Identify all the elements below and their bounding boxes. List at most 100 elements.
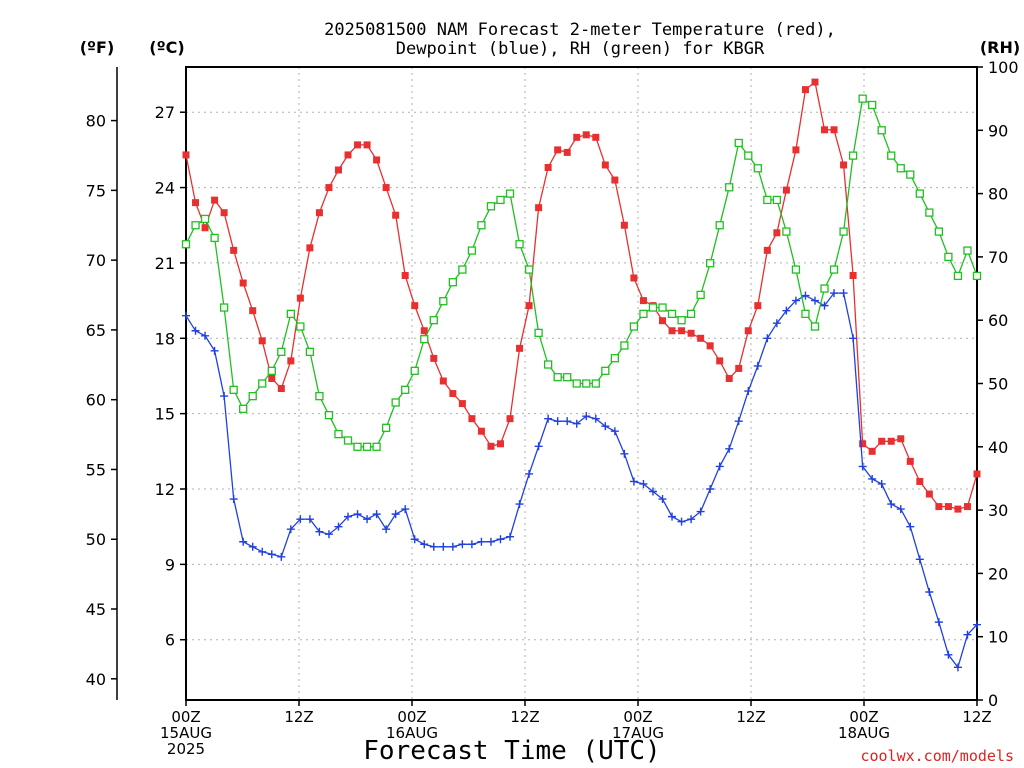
temperature-point	[506, 415, 514, 423]
dewpoint-point	[429, 542, 438, 551]
temperature-point	[659, 317, 667, 325]
dewpoint-point	[687, 515, 696, 524]
temperature-point	[525, 302, 533, 310]
temperature-point	[563, 148, 571, 156]
rh-point	[629, 322, 639, 331]
rh-point	[458, 265, 467, 274]
temperature-point	[716, 357, 724, 365]
chart-title-line-1: 2025081500 NAM Forecast 2-meter Temperat…	[324, 20, 836, 40]
rh-tick-label: 20	[988, 564, 1008, 583]
fahrenheit-axis-unit: (ºF)	[80, 38, 115, 57]
rh-point	[477, 221, 486, 230]
dewpoint-point	[448, 542, 457, 551]
dewpoint-series	[182, 289, 981, 672]
dewpoint-point	[296, 515, 305, 524]
temperature-point	[411, 302, 419, 310]
dewpoint-point	[277, 552, 286, 561]
temperature-point	[201, 224, 209, 232]
rh-tick-label: 60	[988, 311, 1008, 330]
dewpoint-point	[220, 392, 229, 401]
temperature-point	[706, 342, 714, 350]
dewpoint-point	[401, 505, 410, 514]
temperature-point	[963, 503, 971, 511]
dewpoint-point	[515, 500, 524, 509]
temperature-point	[687, 329, 695, 337]
dewpoint-point	[582, 412, 591, 421]
x-tick-label: 15AUG	[160, 724, 212, 742]
x-tick-label: 00Z	[849, 708, 878, 726]
x-axis-title: Forecast Time (UTC)	[363, 736, 660, 766]
rh-point	[686, 309, 696, 319]
temperature-point	[887, 437, 895, 445]
dewpoint-point	[830, 289, 839, 298]
celsius-tick-label: 6	[165, 631, 175, 650]
x-tick-label: 12Z	[510, 708, 539, 726]
temperature-point	[744, 327, 752, 335]
rh-point	[353, 442, 362, 451]
rh-point	[200, 214, 210, 224]
dewpoint-point	[477, 537, 486, 546]
temperature-point	[249, 307, 257, 315]
temperature-point	[944, 503, 952, 511]
rh-point	[248, 392, 257, 401]
temperature-point	[239, 279, 247, 287]
dewpoint-point	[525, 469, 534, 478]
rh-point	[524, 265, 534, 274]
x-tick-label: 00Z	[623, 708, 652, 726]
x-tick-label: 18AUG	[838, 724, 890, 742]
rh-point	[381, 423, 391, 432]
rh-point	[725, 183, 734, 192]
dewpoint-point	[706, 485, 715, 493]
rh-point	[639, 309, 648, 319]
temperature-point	[821, 126, 829, 134]
rh-tick-label: 40	[988, 438, 1008, 457]
temperature-point	[554, 146, 562, 154]
dewpoint-point	[486, 537, 495, 546]
temperature-point	[811, 78, 819, 86]
temperature-point	[620, 221, 628, 229]
celsius-tick-label: 21	[155, 254, 175, 273]
dewpoint-point	[191, 326, 200, 335]
temperature-point	[678, 327, 686, 335]
temperature-point	[916, 477, 924, 485]
rh-point	[944, 252, 953, 262]
temperature-point	[211, 196, 219, 204]
rh-point	[829, 265, 839, 274]
rh-point	[848, 151, 858, 160]
rh-point	[210, 233, 219, 243]
dewpoint-point	[906, 522, 915, 531]
temperature-point	[830, 126, 838, 134]
dewpoint-point	[963, 630, 972, 639]
temperature-point	[592, 133, 600, 141]
rh-point	[896, 164, 905, 173]
temperature-point	[373, 156, 381, 164]
temperature-point	[487, 442, 495, 450]
temperature-point	[296, 294, 304, 302]
temperature-point	[449, 390, 457, 398]
celsius-tick-label: 27	[155, 103, 175, 122]
rh-point	[315, 392, 324, 401]
temperature-point	[573, 133, 581, 141]
dewpoint-point	[849, 334, 858, 343]
temperature-point	[220, 209, 228, 217]
dewpoint-point	[239, 537, 248, 546]
dewpoint-point	[763, 334, 772, 343]
dewpoint-point	[344, 512, 353, 521]
temperature-point	[268, 374, 276, 382]
dewpoint-point	[639, 479, 648, 488]
rh-point	[887, 151, 896, 160]
rh-point	[572, 379, 581, 388]
dewpoint-point	[382, 525, 391, 534]
dewpoint-point	[734, 417, 743, 426]
temperature-point	[935, 503, 943, 511]
rh-point	[858, 94, 867, 103]
rh-point	[410, 366, 419, 375]
dewpoint-point	[372, 510, 381, 519]
temperature-point	[859, 440, 867, 448]
temperature-point	[344, 151, 352, 159]
dewpoint-point	[267, 550, 276, 559]
celsius-tick-label: 9	[165, 555, 175, 574]
rh-tick-label: 80	[988, 185, 1008, 204]
dewpoint-point	[925, 587, 934, 596]
